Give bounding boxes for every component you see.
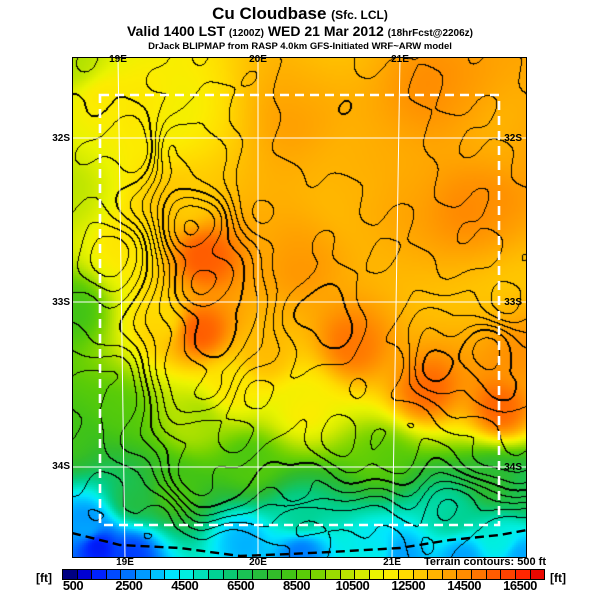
colorbar-cell xyxy=(106,570,122,579)
colorbar-unit-left: [ft] xyxy=(36,571,52,585)
colorbar-cell xyxy=(457,570,473,579)
colorbar-tick: 10500 xyxy=(335,578,370,593)
lat-label-right-33s: 33S xyxy=(504,297,522,308)
colorbar-tick: 4500 xyxy=(171,578,199,593)
terrain-contour-note: Terrain contours: 500 ft xyxy=(423,556,546,568)
model-domain-boundary xyxy=(98,93,501,527)
colorbar-cell xyxy=(194,570,210,579)
colorbar-cell xyxy=(413,570,429,579)
lat-label-left-32s: 32S xyxy=(52,133,70,144)
lon-label-bottom-19e: 19E xyxy=(116,557,134,568)
coastline xyxy=(72,528,527,558)
colorbar-cell xyxy=(179,570,195,579)
title-block: Cu Cloudbase (Sfc. LCL) Valid 1400 LST (… xyxy=(0,5,600,53)
colorbar-cell xyxy=(325,570,341,579)
colorbar-tick: 12500 xyxy=(391,578,426,593)
lon-label-top-19e: 19E xyxy=(109,54,127,65)
lon-label-top-20e: 20E xyxy=(249,54,267,65)
model-attribution: DrJack BLIPMAP from RASP 4.0km GFS-Initi… xyxy=(148,41,452,52)
colorbar-cell xyxy=(501,570,516,579)
colorbar-cell xyxy=(399,570,414,579)
colorbar-cell xyxy=(515,570,531,579)
colorbar-tick: 6500 xyxy=(227,578,255,593)
colorbar-unit-right: [ft] xyxy=(550,571,566,585)
colorbar-tick: 14500 xyxy=(447,578,481,593)
colorbar-cell xyxy=(238,570,253,579)
colorbar-cell xyxy=(136,570,151,579)
title-main: Cu Cloudbase xyxy=(212,4,327,23)
colorbar-cell xyxy=(355,570,370,579)
valid-time-utc: (1200Z) xyxy=(228,28,264,39)
colorbar xyxy=(62,569,545,580)
colorbar-cell xyxy=(63,570,78,579)
colorbar-cell xyxy=(311,570,326,579)
colorbar-cell xyxy=(282,570,297,579)
colorbar-cell xyxy=(428,570,443,579)
colorbar-cell xyxy=(267,570,283,579)
lon-label-bottom-21e: 21E xyxy=(383,557,401,568)
colorbar-cell xyxy=(486,570,502,579)
colorbar-tick: 8500 xyxy=(283,578,310,593)
map-panel: 19E 20E 21E 32S 33S 34S xyxy=(72,54,527,558)
title-subvariable: (Sfc. LCL) xyxy=(331,8,388,22)
colorbar-tick: 16500 xyxy=(503,578,537,593)
colorbar-tick: 500 xyxy=(62,578,84,593)
colorbar-cell xyxy=(121,570,137,579)
colorbar-cell xyxy=(77,570,93,579)
colorbar-cell xyxy=(472,570,487,579)
graticule-lon-21e xyxy=(391,57,401,558)
colorbar-cell xyxy=(165,570,180,579)
colorbar-cell xyxy=(92,570,107,579)
valid-date: WED 21 Mar 2012 xyxy=(267,23,384,39)
map-overlay xyxy=(72,57,527,558)
lon-label-top-21e: 21E xyxy=(391,54,409,65)
colorbar-cell xyxy=(296,570,312,579)
colorbar-cell xyxy=(442,570,458,579)
lat-label-left-34s: 34S xyxy=(52,461,70,472)
colorbar-cell xyxy=(223,570,239,579)
lat-label-right-32s: 32S xyxy=(504,133,522,144)
colorbar-cell xyxy=(209,570,224,579)
colorbar-cell xyxy=(252,570,268,579)
forecast-info: (18hrFcst@2206z) xyxy=(387,28,474,39)
graticule-lon-19e xyxy=(117,57,126,558)
lon-label-bottom-20e: 20E xyxy=(249,557,267,568)
valid-time: Valid 1400 LST xyxy=(126,23,226,39)
colorbar-cell xyxy=(340,570,356,579)
colorbar-cell xyxy=(384,570,400,579)
colorbar-cell xyxy=(150,570,166,579)
cloudbase-field-canvas xyxy=(72,57,527,558)
page-title: Cu Cloudbase (Sfc. LCL) xyxy=(0,5,600,24)
lat-label-right-34s: 34S xyxy=(504,462,522,473)
colorbar-cell xyxy=(530,570,545,579)
lat-label-left-33s: 33S xyxy=(52,297,70,308)
map-border xyxy=(72,57,527,558)
valid-time-line: Valid 1400 LST (1200Z) WED 21 Mar 2012 (… xyxy=(0,24,600,41)
colorbar-tick: 2500 xyxy=(115,578,143,593)
colorbar-cell xyxy=(369,570,385,579)
